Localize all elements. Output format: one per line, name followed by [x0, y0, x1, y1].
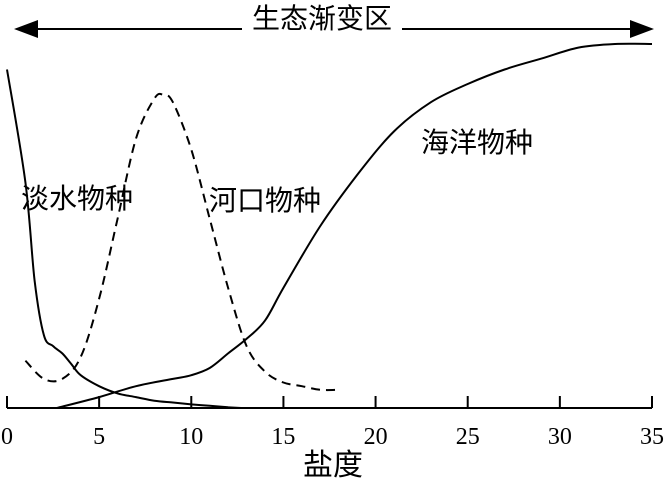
x-axis-label: 盐度	[303, 448, 363, 483]
series-marine-label: 海洋物种	[421, 126, 533, 159]
x-tick-label: 25	[456, 424, 480, 450]
title-group: 生态渐变区	[14, 2, 654, 38]
chart-title: 生态渐变区	[252, 2, 392, 35]
x-tick-label: 0	[1, 424, 13, 450]
x-tick-label: 30	[548, 424, 572, 450]
x-tick-label: 5	[93, 424, 105, 450]
series-labels: 淡水物种 河口物种 海洋物种	[21, 126, 533, 217]
title-arrow-right-head	[630, 20, 654, 38]
title-arrow-left-head	[14, 20, 38, 38]
x-tick-label: 15	[271, 424, 295, 450]
series-estuarine-label: 河口物种	[209, 184, 321, 217]
x-tick-label: 20	[364, 424, 388, 450]
series-marine-line	[56, 42, 653, 409]
x-axis-ticks: 0 5 10 15 20 25 30 35	[1, 396, 664, 450]
series-estuarine-line	[24, 92, 339, 392]
series-layer	[6, 42, 653, 409]
x-tick-label: 35	[640, 424, 664, 450]
series-freshwater-line	[6, 69, 242, 409]
x-tick-label: 10	[179, 424, 203, 450]
series-freshwater-label: 淡水物种	[21, 182, 133, 215]
